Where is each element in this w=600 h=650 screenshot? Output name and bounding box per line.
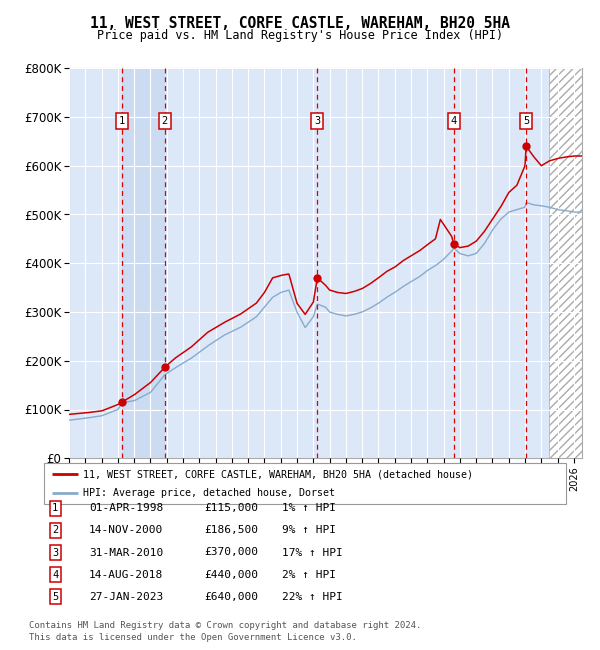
Text: 9% ↑ HPI: 9% ↑ HPI — [282, 525, 336, 536]
Text: 3: 3 — [314, 116, 320, 126]
Text: £115,000: £115,000 — [204, 503, 258, 514]
Bar — [122, 68, 164, 458]
Text: 11, WEST STREET, CORFE CASTLE, WAREHAM, BH20 5HA (detached house): 11, WEST STREET, CORFE CASTLE, WAREHAM, … — [83, 469, 473, 479]
Text: £186,500: £186,500 — [204, 525, 258, 536]
Text: 3: 3 — [52, 547, 58, 558]
Text: 1: 1 — [52, 503, 58, 514]
Text: 5: 5 — [52, 592, 58, 602]
Text: 27-JAN-2023: 27-JAN-2023 — [89, 592, 163, 602]
Text: 2: 2 — [52, 525, 58, 536]
Text: 2: 2 — [161, 116, 168, 126]
Text: 11, WEST STREET, CORFE CASTLE, WAREHAM, BH20 5HA: 11, WEST STREET, CORFE CASTLE, WAREHAM, … — [90, 16, 510, 31]
Text: 17% ↑ HPI: 17% ↑ HPI — [282, 547, 343, 558]
Text: 5: 5 — [523, 116, 529, 126]
Text: 1: 1 — [119, 116, 125, 126]
Text: 4: 4 — [52, 569, 58, 580]
Text: £440,000: £440,000 — [204, 569, 258, 580]
Text: HPI: Average price, detached house, Dorset: HPI: Average price, detached house, Dors… — [83, 488, 335, 498]
Text: Contains HM Land Registry data © Crown copyright and database right 2024.: Contains HM Land Registry data © Crown c… — [29, 621, 421, 630]
Text: 2% ↑ HPI: 2% ↑ HPI — [282, 569, 336, 580]
Text: 14-AUG-2018: 14-AUG-2018 — [89, 569, 163, 580]
Text: This data is licensed under the Open Government Licence v3.0.: This data is licensed under the Open Gov… — [29, 633, 356, 642]
Text: Price paid vs. HM Land Registry's House Price Index (HPI): Price paid vs. HM Land Registry's House … — [97, 29, 503, 42]
Text: £640,000: £640,000 — [204, 592, 258, 602]
Text: 1% ↑ HPI: 1% ↑ HPI — [282, 503, 336, 514]
Text: 4: 4 — [451, 116, 457, 126]
Text: 01-APR-1998: 01-APR-1998 — [89, 503, 163, 514]
Text: 22% ↑ HPI: 22% ↑ HPI — [282, 592, 343, 602]
Text: £370,000: £370,000 — [204, 547, 258, 558]
Text: 14-NOV-2000: 14-NOV-2000 — [89, 525, 163, 536]
Text: 31-MAR-2010: 31-MAR-2010 — [89, 547, 163, 558]
Bar — [550, 68, 582, 458]
